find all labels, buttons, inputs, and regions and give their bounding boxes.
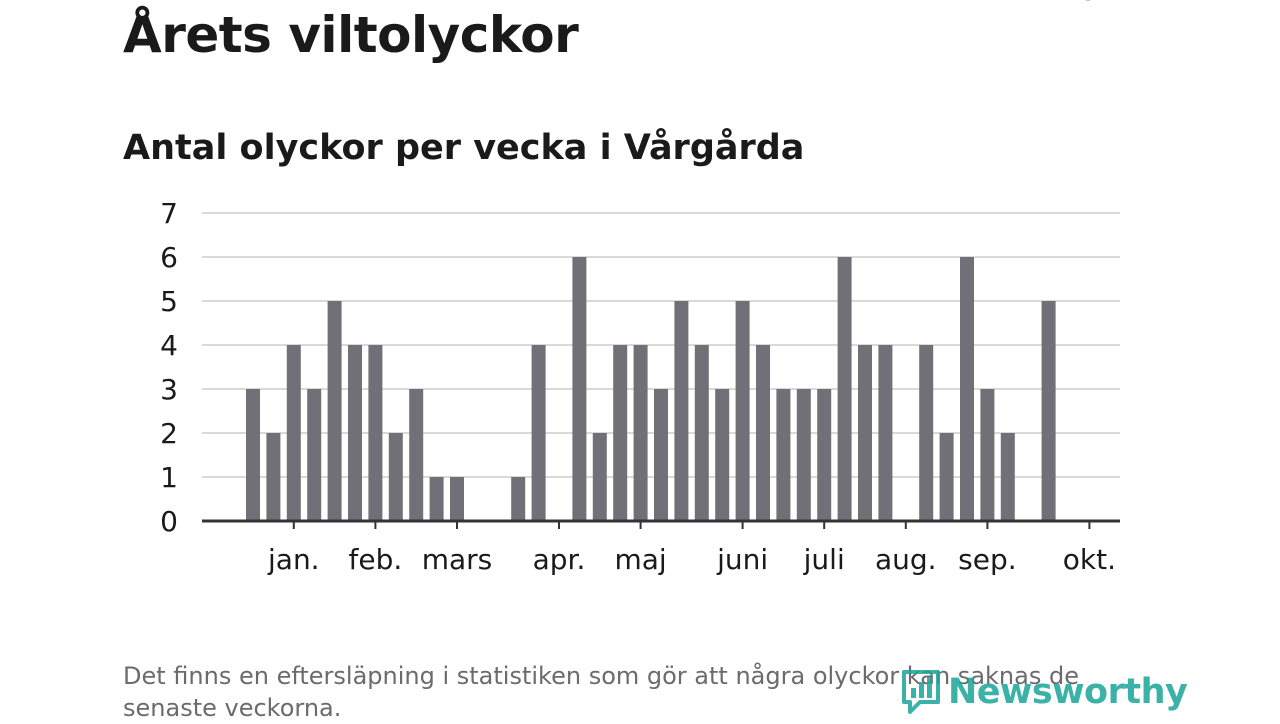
bar-week-6 [307,389,322,521]
x-tick-label-feb: feb. [349,543,403,576]
bar-week-5 [286,345,301,521]
bar-week-9 [368,345,383,521]
bars [246,257,1056,521]
chart-subtitle: Antal olyckor per vecka i Vårgårda [123,128,805,168]
x-tick-label-mars: mars [422,543,493,576]
bar-week-39 [980,389,995,521]
bar-week-42 [1041,301,1056,521]
x-tick-label-okt: okt. [1063,543,1116,576]
bar-week-8 [348,345,362,521]
bar-week-34 [878,345,893,521]
newsworthy-logo: Newsworthy [900,668,1188,716]
bar-week-31 [817,389,832,521]
bar-week-3 [246,389,260,521]
bar-week-27 [735,301,750,521]
bar-week-37 [939,433,954,521]
y-tick-label-0: 0 [160,505,178,538]
y-tick-label-3: 3 [160,373,178,406]
bar-week-24 [674,301,689,521]
y-axis-ticks: 0 1 2 3 4 5 6 7 [160,197,178,538]
bar-week-22 [633,345,648,521]
bar-week-12 [429,477,444,521]
y-tick-label-5: 5 [160,285,178,318]
bar-week-16 [511,477,526,521]
bar-chart: 0 1 2 3 4 5 6 7 jan. feb. mars apr. maj juni juli aug.… [160,0,1120,576]
data-labels: 5 [1082,0,1097,6]
chart-title: Årets viltolyckor [123,6,579,64]
bar-week-33 [858,345,872,521]
x-tick-label-apr: apr. [533,543,586,576]
bar-week-19 [572,257,587,521]
bar-week-38 [960,257,974,521]
bar-week-11 [409,389,424,521]
bar-week-40 [1000,433,1015,521]
bar-week-36 [919,345,934,521]
bar-week-28 [756,345,770,521]
bar-week-17 [531,345,546,521]
x-tick-label-juni: juni [716,543,768,576]
footnote: Det finns en eftersläpning i statistiken… [123,662,1079,722]
newsworthy-logo-text: Newsworthy [948,672,1188,712]
x-tick-label-maj: maj [614,543,666,576]
bar-week-10 [388,433,403,521]
bar-week-32 [837,257,852,521]
bar-week-29 [776,389,791,521]
y-tick-label-1: 1 [160,461,178,494]
bar-week-25 [694,345,709,521]
data-label-highlight: 5 [1082,0,1097,6]
bar-week-20 [592,433,607,521]
bar-week-7 [327,301,342,521]
bar-week-26 [715,389,730,521]
bar-week-21 [613,345,628,521]
x-axis-ticks: jan. feb. mars apr. maj juni juli aug. sep. okt. [267,521,1116,576]
newsworthy-logo-icon [902,670,940,714]
bar-week-13 [450,477,464,521]
bar-week-4 [266,433,281,521]
bar-week-30 [796,389,811,521]
y-tick-label-7: 7 [160,197,178,230]
y-tick-label-2: 2 [160,417,178,450]
y-tick-label-4: 4 [160,329,178,362]
x-tick-label-aug: aug. [875,543,937,576]
x-tick-label-sep: sep. [958,543,1017,576]
y-tick-label-6: 6 [160,241,178,274]
bar-week-23 [654,389,668,521]
x-tick-label-juli: juli [803,543,845,576]
x-tick-label-jan: jan. [267,543,320,576]
